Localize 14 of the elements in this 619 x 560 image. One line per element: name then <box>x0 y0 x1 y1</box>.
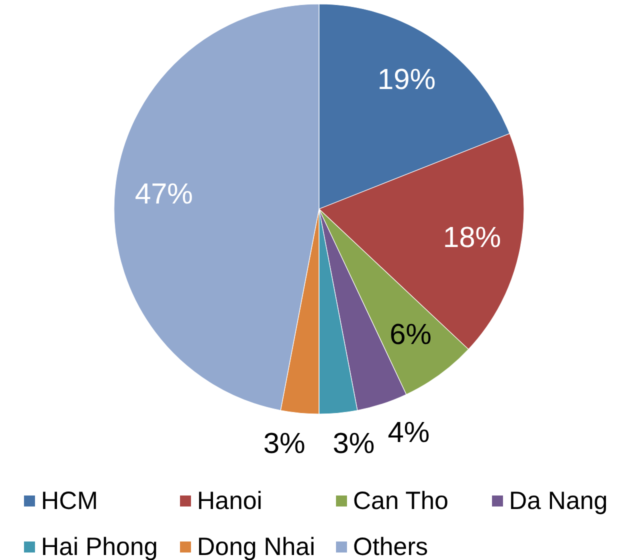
legend-label: Hai Phong <box>41 533 158 560</box>
legend-label: HCM <box>41 487 98 515</box>
legend-label: Hanoi <box>197 487 262 515</box>
data-label: 3% <box>263 428 306 460</box>
data-label: 18% <box>443 222 502 254</box>
data-label: 4% <box>388 416 430 449</box>
legend-label: Da Nang <box>509 487 608 515</box>
legend-label: Dong Nhai <box>197 533 316 560</box>
data-label: 19% <box>378 64 436 96</box>
legend-label: Others <box>353 533 428 560</box>
data-label: 3% <box>332 428 375 460</box>
legend-label: Can Tho <box>353 487 448 515</box>
data-label: 47% <box>134 178 193 210</box>
data-label: 6% <box>390 319 432 352</box>
